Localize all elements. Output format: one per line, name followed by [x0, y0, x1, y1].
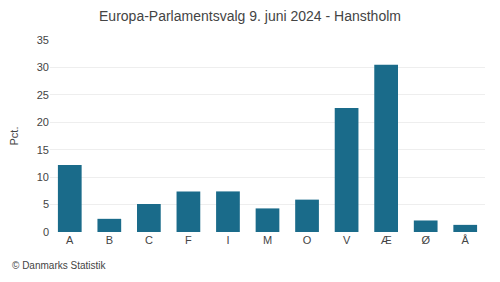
svg-text:30: 30 — [37, 61, 49, 73]
svg-text:15: 15 — [37, 144, 49, 156]
svg-text:10: 10 — [37, 171, 49, 183]
svg-text:Å: Å — [462, 234, 470, 246]
svg-text:Ø: Ø — [421, 234, 430, 246]
svg-text:© Danmarks Statistik: © Danmarks Statistik — [12, 260, 107, 271]
svg-text:A: A — [66, 234, 74, 246]
svg-text:I: I — [226, 234, 229, 246]
svg-text:5: 5 — [43, 198, 49, 210]
svg-text:B: B — [106, 234, 113, 246]
svg-text:Æ: Æ — [381, 234, 392, 246]
svg-text:C: C — [145, 234, 153, 246]
svg-text:35: 35 — [37, 34, 49, 46]
svg-text:25: 25 — [37, 89, 49, 101]
svg-text:Pct.: Pct. — [8, 127, 20, 146]
svg-text:O: O — [303, 234, 312, 246]
svg-text:Europa-Parlamentsvalg 9. juni: Europa-Parlamentsvalg 9. juni 2024 - Han… — [99, 8, 401, 24]
svg-text:0: 0 — [43, 226, 49, 238]
svg-text:F: F — [185, 234, 192, 246]
svg-text:V: V — [343, 234, 351, 246]
svg-text:20: 20 — [37, 116, 49, 128]
svg-text:M: M — [263, 234, 272, 246]
